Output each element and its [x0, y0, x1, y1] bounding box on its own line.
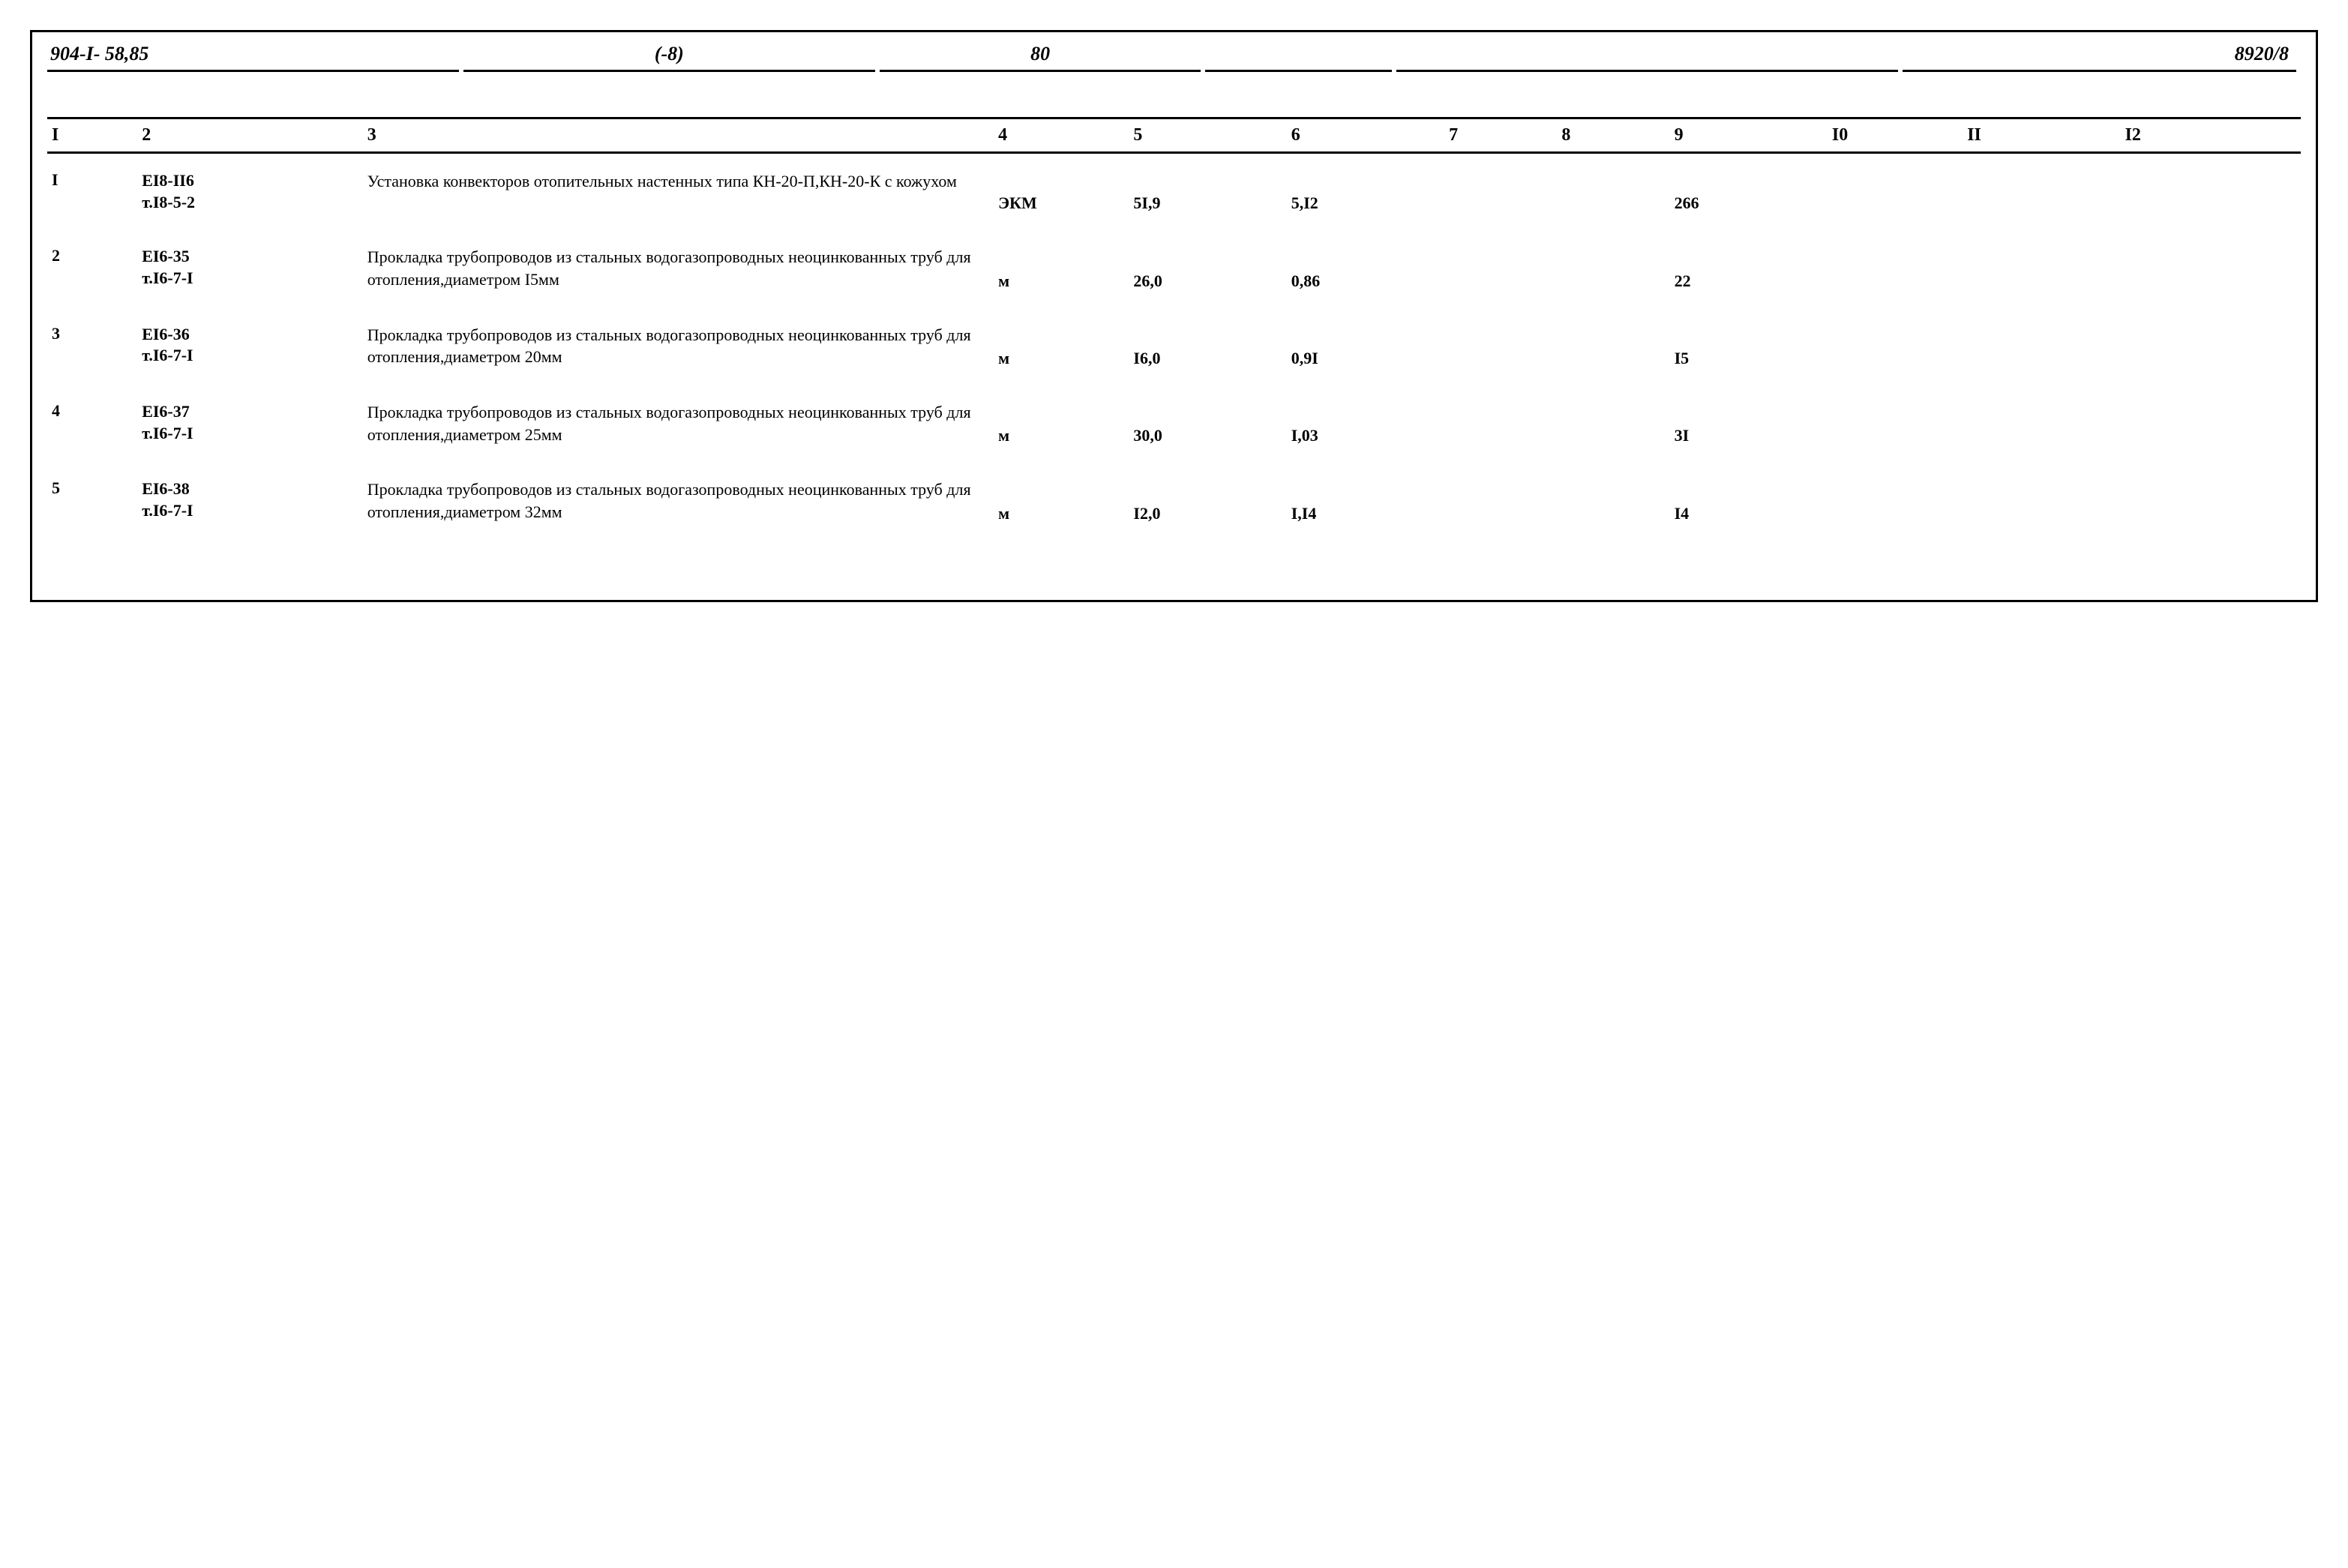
- col-header: 4: [994, 118, 1129, 153]
- unit: м: [994, 462, 1129, 539]
- table-row: IЕI8-II6т.I8-5-2Установка конвекторов от…: [47, 153, 2301, 230]
- col-header: 2: [137, 118, 363, 153]
- col-header: II: [1963, 118, 2120, 153]
- code: ЕI6-38т.I6-7-I: [137, 462, 363, 539]
- c9: 266: [1670, 153, 1828, 230]
- code: ЕI6-36т.I6-7-I: [137, 307, 363, 385]
- code-line1: ЕI6-35: [142, 246, 358, 268]
- c7: [1444, 307, 1557, 385]
- c8: [1557, 385, 1669, 462]
- c10: [1828, 462, 1963, 539]
- code-line2: т.I6-7-I: [142, 500, 358, 522]
- unit: м: [994, 307, 1129, 385]
- description: Прокладка трубопроводов из стальных водо…: [363, 385, 994, 462]
- header-blank-2: [1396, 38, 1898, 72]
- col-header: 8: [1557, 118, 1669, 153]
- col-header: 3: [363, 118, 994, 153]
- c6: 5,I2: [1287, 153, 1444, 230]
- code-line2: т.I6-7-I: [142, 345, 358, 367]
- c10: [1828, 229, 1963, 307]
- unit: м: [994, 385, 1129, 462]
- code-line1: ЕI6-37: [142, 401, 358, 423]
- col-header: I0: [1828, 118, 1963, 153]
- c6: I,I4: [1287, 462, 1444, 539]
- table-header-row: I 2 3 4 5 6 7 8 9 I0 II I2: [47, 118, 2301, 153]
- description: Установка конвекторов отопительных насте…: [363, 153, 994, 230]
- code: ЕI6-37т.I6-7-I: [137, 385, 363, 462]
- c7: [1444, 385, 1557, 462]
- c8: [1557, 153, 1669, 230]
- c11: [1963, 385, 2120, 462]
- c7: [1444, 229, 1557, 307]
- code-line2: т.I6-7-I: [142, 423, 358, 445]
- c11: [1963, 307, 2120, 385]
- n: I: [47, 153, 137, 230]
- code: ЕI6-35т.I6-7-I: [137, 229, 363, 307]
- doc-suffix: (-8): [463, 38, 875, 72]
- spec-table: I 2 3 4 5 6 7 8 9 I0 II I2 IЕI8-II6т.I8-…: [47, 117, 2301, 540]
- description: Прокладка трубопроводов из стальных водо…: [363, 307, 994, 385]
- code-line2: т.I8-5-2: [142, 192, 358, 214]
- n: 5: [47, 462, 137, 539]
- c10: [1828, 307, 1963, 385]
- c6: I,03: [1287, 385, 1444, 462]
- c6: 0,9I: [1287, 307, 1444, 385]
- n: 2: [47, 229, 137, 307]
- c9: I5: [1670, 307, 1828, 385]
- col-header: 9: [1670, 118, 1828, 153]
- c11: [1963, 462, 2120, 539]
- c5: 26,0: [1129, 229, 1286, 307]
- c6: 0,86: [1287, 229, 1444, 307]
- unit: м: [994, 229, 1129, 307]
- c9: 3I: [1670, 385, 1828, 462]
- col-header: 5: [1129, 118, 1286, 153]
- table-row: 5ЕI6-38т.I6-7-IПрокладка трубопроводов и…: [47, 462, 2301, 539]
- c9: 22: [1670, 229, 1828, 307]
- c12: [2121, 462, 2301, 539]
- col-header: I2: [2121, 118, 2301, 153]
- c8: [1557, 229, 1669, 307]
- description: Прокладка трубопроводов из стальных водо…: [363, 462, 994, 539]
- c5: 30,0: [1129, 385, 1286, 462]
- header-blank-1: [1205, 38, 1391, 72]
- table-row: 2ЕI6-35т.I6-7-IПрокладка трубопроводов и…: [47, 229, 2301, 307]
- c10: [1828, 153, 1963, 230]
- c11: [1963, 229, 2120, 307]
- code: ЕI8-II6т.I8-5-2: [137, 153, 363, 230]
- doc-number: 904-I- 58,85: [47, 38, 459, 72]
- col-header: 7: [1444, 118, 1557, 153]
- code-line1: ЕI6-36: [142, 324, 358, 346]
- code-line2: т.I6-7-I: [142, 268, 358, 289]
- c12: [2121, 153, 2301, 230]
- c8: [1557, 462, 1669, 539]
- c5: 5I,9: [1129, 153, 1286, 230]
- table-row: 4ЕI6-37т.I6-7-IПрокладка трубопроводов и…: [47, 385, 2301, 462]
- n: 3: [47, 307, 137, 385]
- n: 4: [47, 385, 137, 462]
- table-row: 3ЕI6-36т.I6-7-IПрокладка трубопроводов и…: [47, 307, 2301, 385]
- c5: I2,0: [1129, 462, 1286, 539]
- unit: ЭКМ: [994, 153, 1129, 230]
- doc-code-right: 8920/8: [1903, 38, 2296, 72]
- c12: [2121, 229, 2301, 307]
- c7: [1444, 153, 1557, 230]
- table-container: I 2 3 4 5 6 7 8 9 I0 II I2 IЕI8-II6т.I8-…: [32, 72, 2316, 600]
- c9: I4: [1670, 462, 1828, 539]
- table-body: IЕI8-II6т.I8-5-2Установка конвекторов от…: [47, 153, 2301, 540]
- code-line1: ЕI6-38: [142, 478, 358, 500]
- c7: [1444, 462, 1557, 539]
- document-page: 904-I- 58,85 (-8) 80 8920/8 I 2 3 4 5 6: [30, 30, 2318, 602]
- c8: [1557, 307, 1669, 385]
- col-header: 6: [1287, 118, 1444, 153]
- c11: [1963, 153, 2120, 230]
- col-header: I: [47, 118, 137, 153]
- code-line1: ЕI8-II6: [142, 170, 358, 192]
- c5: I6,0: [1129, 307, 1286, 385]
- description: Прокладка трубопроводов из стальных водо…: [363, 229, 994, 307]
- page-header: 904-I- 58,85 (-8) 80 8920/8: [32, 32, 2316, 72]
- c12: [2121, 307, 2301, 385]
- page-number: 80: [880, 38, 1201, 72]
- c10: [1828, 385, 1963, 462]
- c12: [2121, 385, 2301, 462]
